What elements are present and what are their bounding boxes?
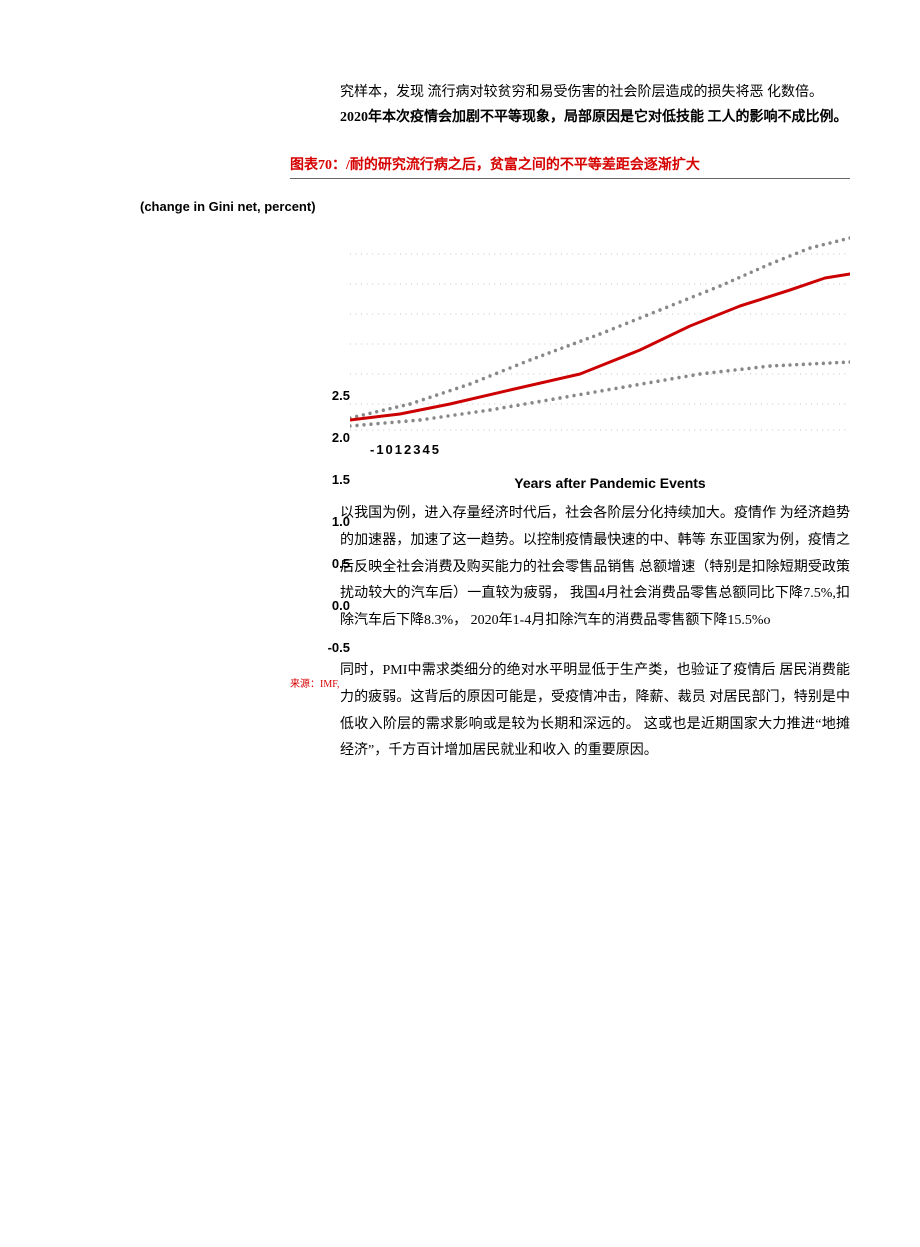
y-tick-label: 1.5 (310, 473, 350, 486)
figure-title: 图表70：/耐的研究流行病之后，贫富之间的不平等差距会逐渐扩大 (290, 154, 850, 179)
x-axis-labels: -1012345 (370, 442, 850, 457)
chart-plot-area (350, 234, 850, 434)
intro-text-1: 究样本，发现 流行病对较贫穷和易受伤害的社会阶层造成的损失将恶 化数倍。 (340, 85, 823, 100)
y-tick-label: 0.0 (310, 599, 350, 612)
y-tick-label: 2.0 (310, 431, 350, 444)
chart-svg (350, 234, 850, 434)
intro-text-2-bold: 2020年本次疫情会加剧不平等现象，局部原因是它对低技能 工人的影响不成比例。 (340, 110, 848, 125)
page-container: 究样本，发现 流行病对较贫穷和易受伤害的社会阶层造成的损失将恶 化数倍。 202… (0, 0, 920, 869)
y-tick-label: 2.5 (310, 389, 350, 402)
x-axis-title: Years after Pandemic Events (370, 475, 850, 491)
body-paragraph-2: 同时，PMI中需求类细分的绝对水平明显低于生产类，也验证了疫情后 居民消费能力的… (340, 658, 850, 764)
chart-block: (change in Gini net, percent) 2.52.01.51… (110, 199, 850, 491)
intro-paragraph: 究样本，发现 流行病对较贫穷和易受伤害的社会阶层造成的损失将恶 化数倍。 202… (340, 80, 850, 130)
y-tick-label: 0.5 (310, 557, 350, 570)
chart-source: 来源：IMF, (290, 675, 339, 690)
body-paragraph-1: 以我国为例，进入存量经济时代后，社会各阶层分化持续加大。疫情作 为经济趋势的加速… (340, 501, 850, 634)
y-tick-label: -0.5 (310, 641, 350, 654)
y-tick-label: 1.0 (310, 515, 350, 528)
chart-subtitle: (change in Gini net, percent) (140, 199, 850, 214)
